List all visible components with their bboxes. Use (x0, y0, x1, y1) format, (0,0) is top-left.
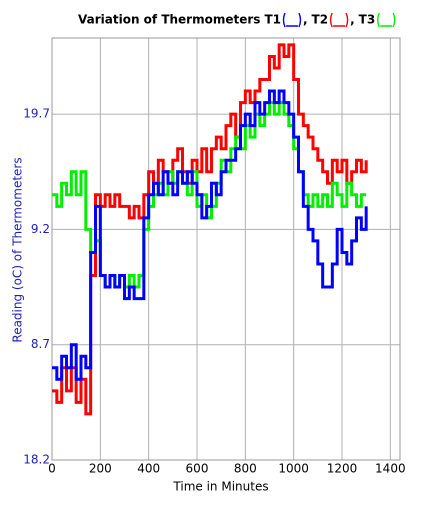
y-tick-label: 9.2 (31, 222, 50, 236)
x-tick-label: 200 (89, 462, 112, 476)
x-tick-label: 1400 (375, 462, 406, 476)
legend-separator: , (350, 13, 355, 27)
x-tick-label: 400 (137, 462, 160, 476)
legend-swatch (377, 12, 396, 28)
y-tick-label: 18.2 (23, 453, 50, 467)
x-tick-label: 1200 (327, 462, 358, 476)
y-axis-label: Reading (oC) of Thermometers (11, 157, 25, 342)
legend-swatch (329, 12, 349, 28)
legend-swatch (282, 12, 302, 28)
legend-label: T3 (359, 13, 376, 27)
x-axis-label: Time in Minutes (172, 480, 268, 494)
x-tick-label: 800 (234, 462, 257, 476)
x-tick-label: 0 (48, 462, 56, 476)
chart-title: Variation of Thermometers (78, 13, 260, 27)
legend-label: T1 (264, 13, 281, 27)
plot-border (51, 37, 401, 461)
y-tick-label: 19.7 (23, 107, 50, 121)
legend-label: T2 (312, 13, 329, 27)
series-line (52, 43, 368, 416)
x-tick-label: 1000 (278, 462, 309, 476)
legend-separator: , (303, 13, 308, 27)
x-tick-label: 600 (186, 462, 209, 476)
y-tick-label: 8.7 (31, 337, 50, 351)
series-line (52, 89, 368, 381)
